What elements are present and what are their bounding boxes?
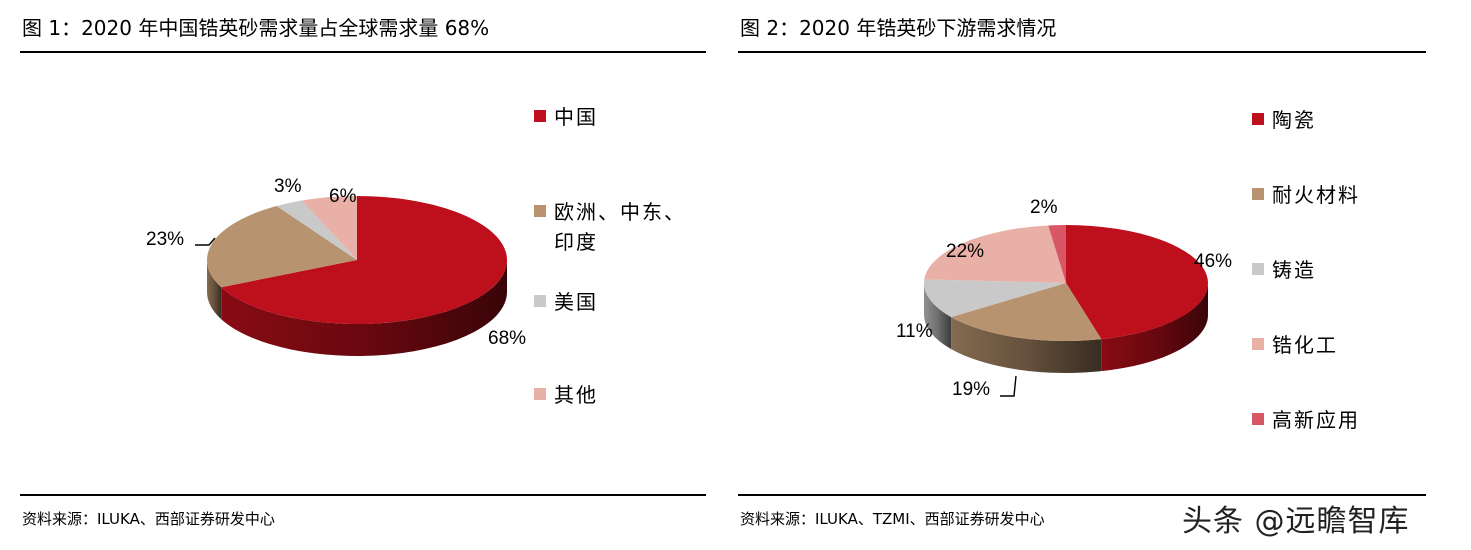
- pie-side-铸造: [924, 283, 952, 350]
- legend-swatch: [1252, 188, 1264, 200]
- legend-label: 铸造: [1272, 258, 1316, 282]
- leader-line: [1000, 375, 1017, 397]
- legend-label: 耐火材料: [1272, 183, 1360, 207]
- legend-swatch: [534, 295, 546, 307]
- legend-swatch: [1252, 338, 1264, 350]
- data-label-其他: 6%: [329, 186, 357, 207]
- pie-slice-陶瓷: [1066, 225, 1209, 340]
- chart-2-top-rule: [738, 51, 1426, 53]
- legend-item-中国: 中国: [534, 102, 598, 132]
- pie-side-耐火材料: [951, 317, 1102, 374]
- pie-slice-耐火材料: [951, 283, 1102, 342]
- data-label-耐火材料: 19%: [952, 379, 990, 400]
- chart-2-pie: 46% 19% 11% 22% 2%: [896, 197, 1232, 400]
- legend-item-耐火材料: 耐火材料: [1252, 180, 1360, 210]
- watermark: 头条 @远瞻智库: [1182, 504, 1410, 539]
- pie-slice-锆化工: [924, 225, 1066, 283]
- chart-1-top-rule: [20, 51, 706, 53]
- legend-swatch: [1252, 113, 1264, 125]
- chart-panel-2: 图 2：2020 年锆英砂下游需求情况 46% 19% 11% 22% 2% 陶瓷耐火材…: [738, 0, 1426, 550]
- data-label-高新应用: 2%: [1030, 197, 1058, 218]
- legend-item-陶瓷: 陶瓷: [1252, 105, 1316, 135]
- legend-swatch: [534, 205, 546, 217]
- pie-side-欧洲、中东、印度: [207, 260, 222, 320]
- legend-item-铸造: 铸造: [1252, 255, 1316, 285]
- data-label-铸造: 11%: [896, 321, 933, 342]
- legend-swatch: [534, 110, 546, 122]
- chart-2-bottom-rule: [738, 494, 1426, 496]
- pie-side-中国: [221, 260, 507, 356]
- pie-side-陶瓷: [1101, 283, 1208, 372]
- legend-label: 其他: [554, 383, 598, 407]
- legend-item-高新应用: 高新应用: [1252, 405, 1360, 435]
- legend-label: 中国: [554, 105, 598, 129]
- data-label-陶瓷: 46%: [1194, 251, 1232, 272]
- legend-label: 锆化工: [1272, 333, 1338, 357]
- chart-1-source: 资料来源：ILUKA、西部证券研发中心: [22, 510, 275, 528]
- legend-item-其他: 其他: [534, 380, 598, 410]
- legend-label: 欧洲、中东、印度: [554, 200, 686, 254]
- data-label-欧洲、中东、印度: 23%: [146, 229, 184, 250]
- pie-slice-高新应用: [1048, 225, 1066, 283]
- chart-1-pie: 68% 23% 3% 6%: [146, 176, 526, 356]
- data-label-中国: 68%: [488, 328, 526, 349]
- legend-label: 陶瓷: [1272, 108, 1316, 132]
- legend-swatch: [1252, 413, 1264, 425]
- data-label-锆化工: 22%: [946, 241, 984, 262]
- pie-slice-美国: [276, 200, 357, 260]
- legend-swatch: [1252, 263, 1264, 275]
- legend-item-美国: 美国: [534, 287, 598, 317]
- leader-line: [195, 237, 216, 246]
- chart-panel-1: 图 1：2020 年中国锆英砂需求量占全球需求量 68% 68% 23% 3% 6% …: [20, 0, 706, 550]
- legend-item-欧洲、中东、印度: 欧洲、中东、印度: [534, 197, 704, 257]
- chart-2-title: 图 2：2020 年锆英砂下游需求情况: [740, 16, 1057, 40]
- pie-slice-铸造: [924, 279, 1066, 318]
- legend-label: 美国: [554, 290, 598, 314]
- chart-1-bottom-rule: [20, 494, 706, 496]
- legend-label: 高新应用: [1272, 408, 1360, 432]
- legend-swatch: [534, 388, 546, 400]
- pie-slice-欧洲、中东、印度: [207, 205, 357, 288]
- data-label-美国: 3%: [274, 176, 302, 197]
- legend-item-锆化工: 锆化工: [1252, 330, 1338, 360]
- chart-1-title: 图 1：2020 年中国锆英砂需求量占全球需求量 68%: [22, 16, 490, 40]
- pie-slice-中国: [221, 196, 508, 324]
- chart-2-source: 资料来源：ILUKA、TZMI、西部证券研发中心: [740, 510, 1045, 528]
- pie-slice-其他: [301, 196, 357, 260]
